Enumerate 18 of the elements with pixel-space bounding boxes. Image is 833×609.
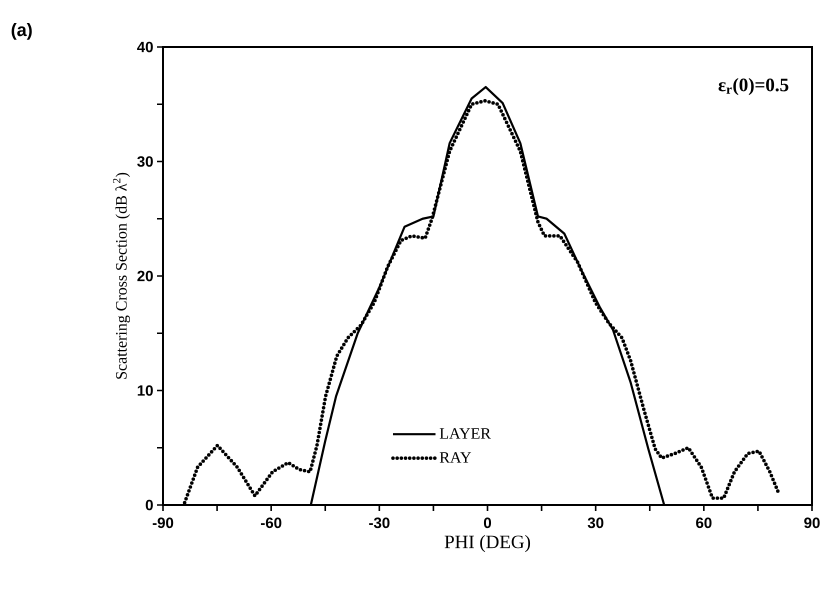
annotation: ε$_{r}$(0)=0.5 [718,78,788,96]
x-tick-label: -90 [152,518,174,528]
legend-label: LAYER [440,428,491,439]
y-tick-label: 20 [137,270,153,282]
y-axis-title: Scattering Cross Section (dB λ$^{2}$) [112,172,130,379]
y-tick-label: 0 [146,500,153,510]
y-tick-label: 10 [138,385,153,396]
legend-label: RAY [440,452,472,463]
y-tick-label: 30 [137,156,153,167]
x-tick-label: 0 [484,518,492,528]
y-tick-label: 40 [137,42,153,52]
x-tick-label: 90 [804,518,820,528]
x-tick-label: 60 [696,518,712,528]
text: (a) [12,23,32,40]
x-tick-label: -30 [369,518,390,528]
x-tick-label: 30 [588,518,604,528]
x-tick-label: -60 [260,518,282,528]
x-axis-title: PHI (DEG) [444,534,530,552]
